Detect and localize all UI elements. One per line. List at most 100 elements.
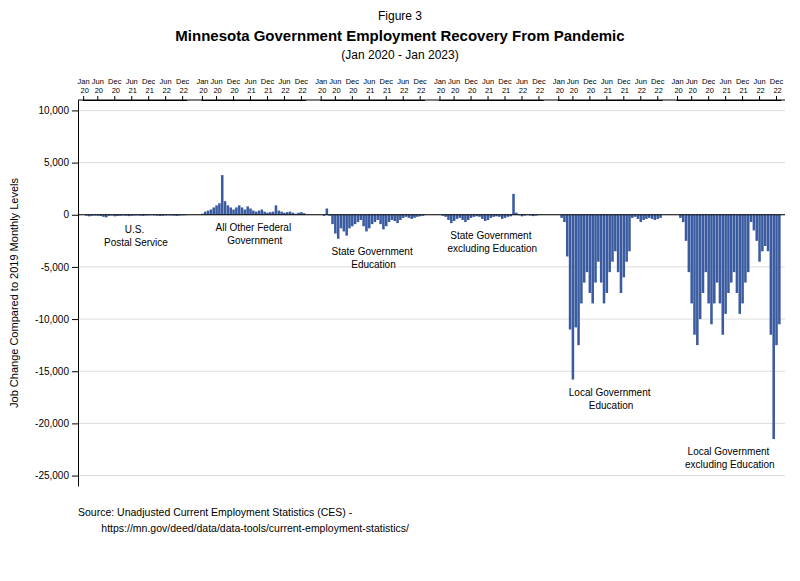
x-tick-mark [250, 96, 251, 100]
bar [758, 215, 761, 262]
x-tick-mark [691, 96, 692, 100]
y-axis-title: Job Change Compared to 2019 Monthly Leve… [8, 178, 20, 408]
bar [761, 215, 764, 252]
y-tick: -10,000 [35, 314, 78, 325]
x-tick: Jun 20 [211, 77, 223, 100]
x-tick: Jun 21 [601, 77, 613, 100]
x-tick-mark [439, 96, 440, 100]
bar [450, 215, 453, 223]
bar [453, 215, 456, 221]
bar [744, 215, 747, 283]
x-axis-line [202, 100, 307, 101]
bar-group [323, 208, 425, 238]
x-tick: Jun 22 [160, 77, 172, 100]
bar [772, 215, 775, 439]
x-tick-label: Jun 20 [448, 77, 460, 95]
bar [357, 215, 360, 222]
bar [212, 207, 215, 214]
bar [753, 215, 756, 231]
x-tick-mark [677, 96, 678, 100]
group-labels: U.S. Postal ServiceAll Other Federal Gov… [101, 222, 774, 470]
y-axis-line [78, 101, 79, 487]
y-tick-mark [72, 163, 78, 164]
bar [606, 215, 609, 293]
x-axis-line [439, 100, 544, 101]
x-tick: Jun 21 [482, 77, 494, 100]
bar [767, 215, 770, 252]
bar [362, 215, 365, 226]
bar [393, 215, 396, 221]
bar [563, 215, 566, 222]
x-tick-mark [386, 96, 387, 100]
bar [249, 208, 252, 214]
bar [750, 215, 753, 222]
bar [391, 215, 394, 220]
bar [617, 215, 620, 272]
x-tick-label: Dec 20 [702, 77, 716, 95]
bar [235, 207, 238, 214]
bar [374, 215, 377, 222]
bar [337, 215, 340, 239]
bar [512, 194, 515, 215]
bar [719, 215, 722, 304]
bar [600, 215, 603, 283]
grid-line [78, 319, 785, 320]
x-tick-label: Jun 22 [160, 77, 172, 95]
grid-line [78, 475, 785, 476]
bar [456, 215, 459, 219]
x-tick: Dec 20 [346, 77, 360, 100]
bar [747, 215, 750, 272]
bar [628, 215, 631, 252]
bar [261, 210, 264, 215]
bar [755, 215, 758, 241]
x-tick: Dec 21 [142, 77, 156, 100]
bar [382, 215, 385, 230]
bar [637, 215, 640, 219]
bar [501, 215, 504, 219]
y-tick-label: -5,000 [41, 262, 70, 273]
bar [278, 211, 281, 215]
bar [376, 215, 379, 220]
bar [481, 215, 484, 219]
x-tick-mark [606, 96, 607, 100]
x-tick: Jun 20 [567, 77, 579, 100]
y-tick: -5,000 [41, 262, 78, 273]
group-label: State Government Education [332, 246, 413, 270]
bar [467, 215, 470, 220]
y-tick-label: -25,000 [35, 470, 69, 481]
bar [651, 215, 654, 219]
y-tick-label: 5,000 [44, 157, 69, 168]
zero-line [78, 214, 785, 215]
bar [727, 215, 730, 293]
bar [334, 215, 337, 234]
x-axis-line [320, 100, 425, 101]
y-tick-mark [72, 423, 78, 424]
x-tick-label: Jan 20 [196, 77, 208, 95]
y-axis: -25,000-20,000-15,000-10,000-5,00005,000… [35, 101, 78, 487]
x-tick: Jun 22 [635, 77, 647, 100]
y-tick: -25,000 [35, 470, 78, 481]
bar [705, 215, 708, 272]
x-tick-label: Jun 21 [482, 77, 494, 95]
bar [699, 215, 702, 319]
figure-label: Figure 3 [378, 9, 422, 23]
x-tick-label: Jan 20 [671, 77, 683, 95]
bar-group [442, 194, 544, 223]
bar [586, 215, 589, 272]
group-label: All Other Federal Government [216, 222, 292, 246]
bar [730, 215, 733, 283]
x-tick-mark [471, 96, 472, 100]
y-tick-mark [72, 371, 78, 372]
y-tick: 10,000 [38, 105, 78, 116]
bar [639, 215, 642, 222]
x-tick: Jun 20 [686, 77, 698, 100]
bar [343, 215, 346, 232]
subtitle: (Jan 2020 - Jan 2023) [341, 48, 458, 62]
bar [583, 215, 586, 283]
x-tick-label: Jun 22 [516, 77, 528, 95]
x-tick-mark [352, 96, 353, 100]
source-note: Source: Unadjusted Current Employment St… [78, 506, 353, 518]
x-axis: Jan 20Jun 20Dec 20Jun 21Dec 21Jun 22Dec … [78, 77, 190, 101]
bar [577, 215, 580, 345]
bar [623, 215, 626, 278]
